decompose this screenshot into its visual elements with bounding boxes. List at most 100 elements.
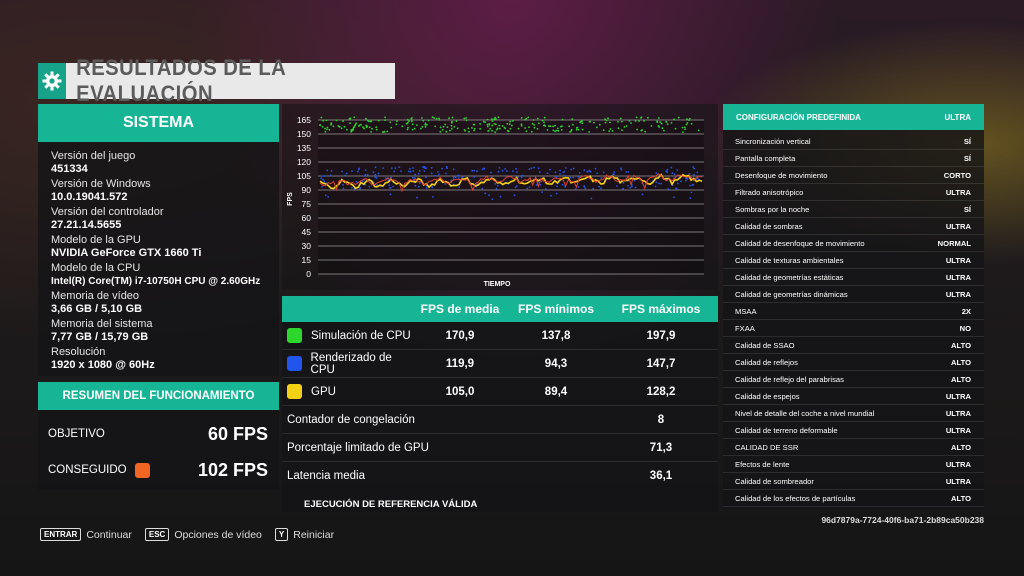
video-options-button[interactable]: Opciones de vídeo	[174, 528, 262, 541]
freeze-counter-row: Contador de congelación 8	[282, 406, 718, 434]
setting-label: Calidad de reflejo del parabrisas	[735, 374, 844, 384]
chart-point	[579, 120, 582, 123]
chart-point	[438, 117, 440, 120]
chart-point	[587, 170, 589, 173]
chart-point	[548, 125, 550, 128]
chart-point	[411, 117, 413, 119]
chart-point	[512, 119, 514, 122]
chart-point	[408, 170, 410, 173]
setting-row: CALIDAD DE SSR ALTO	[723, 439, 984, 456]
setting-row: Calidad de reflejo del parabrisas ALTO	[723, 371, 984, 388]
chart-point	[411, 123, 414, 126]
chart-point	[667, 188, 670, 190]
sys-label: Memoria del sistema	[51, 318, 153, 330]
chart-point	[322, 119, 325, 122]
sys-item-resolution: Resolución 1920 x 1080 @ 60Hz	[51, 346, 279, 372]
chart-point	[435, 117, 438, 120]
restart-button[interactable]: Reiniciar	[293, 528, 335, 541]
chart-point	[575, 128, 578, 131]
chart-point	[604, 118, 606, 121]
chart-x-axis-label: TIEMPO	[484, 281, 511, 288]
chart-point	[540, 180, 543, 183]
setting-value: 2X	[961, 306, 971, 316]
chart-point	[656, 121, 659, 124]
chart-point	[449, 129, 451, 132]
chart-point	[337, 125, 340, 127]
chart-point	[498, 127, 501, 130]
chart-point	[354, 123, 357, 126]
chart-point	[424, 122, 427, 125]
chart-point	[322, 178, 324, 181]
system-header: SISTEMA	[38, 104, 279, 142]
chart-point	[508, 123, 511, 126]
chart-point	[437, 171, 439, 173]
setting-value: SÍ	[963, 153, 971, 163]
chart-point	[467, 127, 470, 130]
chart-point	[341, 170, 343, 173]
fps-avg: 119,9	[445, 357, 475, 370]
chart-point	[382, 167, 385, 169]
chart-y-axis-label: FPS	[287, 192, 294, 206]
setting-row: FXAA NO	[723, 320, 984, 337]
chart-point	[696, 171, 699, 174]
chart-point	[537, 122, 540, 125]
chart-point	[384, 177, 387, 179]
chart-point	[418, 170, 421, 172]
summary-target-row: OBJETIVO 60 FPS	[38, 416, 279, 452]
chart-point	[554, 124, 556, 127]
chart-point	[501, 169, 504, 172]
chart-point	[425, 176, 427, 179]
fps-row-cpu-simulation: Simulación de CPU 170,9 137,8 197,9	[282, 322, 718, 350]
setting-value: ALTO	[951, 340, 971, 350]
chart-point	[376, 184, 378, 186]
chart-point	[432, 196, 434, 198]
chart-point	[358, 124, 361, 127]
chart-point	[446, 126, 449, 128]
chart-point	[439, 126, 442, 129]
chart-y-tick-label: 0	[306, 269, 311, 279]
chart-point	[493, 123, 496, 125]
chart-point	[526, 187, 529, 190]
chart-point	[458, 186, 461, 189]
chart-point	[350, 129, 353, 131]
chart-y-tick-label: 105	[297, 171, 311, 181]
chart-point	[541, 191, 543, 193]
chart-point	[340, 127, 343, 130]
chart-y-tick-label: 30	[302, 241, 312, 251]
yellow-swatch	[287, 384, 302, 399]
chart-point	[509, 120, 511, 123]
sys-value: Intel(R) Core(TM) i7-10750H CPU @ 2.60GH…	[51, 276, 261, 287]
chart-point	[364, 183, 367, 186]
chart-point	[525, 130, 528, 133]
setting-value: ALTO	[951, 442, 971, 452]
chart-point	[346, 128, 348, 131]
chart-point	[453, 126, 456, 128]
enter-key-icon[interactable]: ENTRAR	[40, 528, 82, 541]
chart-point	[445, 172, 447, 175]
chart-point	[495, 118, 497, 121]
y-key-icon[interactable]: Y	[274, 528, 289, 541]
chart-point	[513, 194, 516, 197]
chart-point	[658, 126, 661, 128]
chart-point	[619, 117, 622, 120]
chart-point	[473, 123, 476, 126]
chart-point	[366, 173, 369, 176]
esc-key-icon[interactable]: ESC	[144, 528, 170, 541]
sys-item-cpu-model: Modelo de la CPU Intel(R) Core(TM) i7-107…	[51, 262, 279, 288]
chart-point	[326, 128, 328, 131]
chart-point	[594, 167, 597, 170]
chart-point	[418, 185, 420, 188]
continue-button[interactable]: Continuar	[86, 528, 132, 541]
chart-point	[452, 168, 455, 171]
chart-point	[688, 173, 691, 175]
sys-label: Versión de Windows	[51, 178, 151, 190]
chart-point	[389, 193, 392, 196]
chart-point	[570, 128, 573, 131]
setting-label: Nivel de detalle del coche a nivel mundi…	[735, 408, 875, 418]
extra-value: 71,3	[649, 441, 673, 454]
chart-point	[692, 183, 695, 186]
chart-point	[471, 127, 473, 129]
chart-point	[620, 168, 623, 171]
chart-y-tick-label: 135	[297, 143, 311, 153]
sys-item-video-memory: Memoria de vídeo 3,66 GB / 5,10 GB	[51, 290, 279, 316]
